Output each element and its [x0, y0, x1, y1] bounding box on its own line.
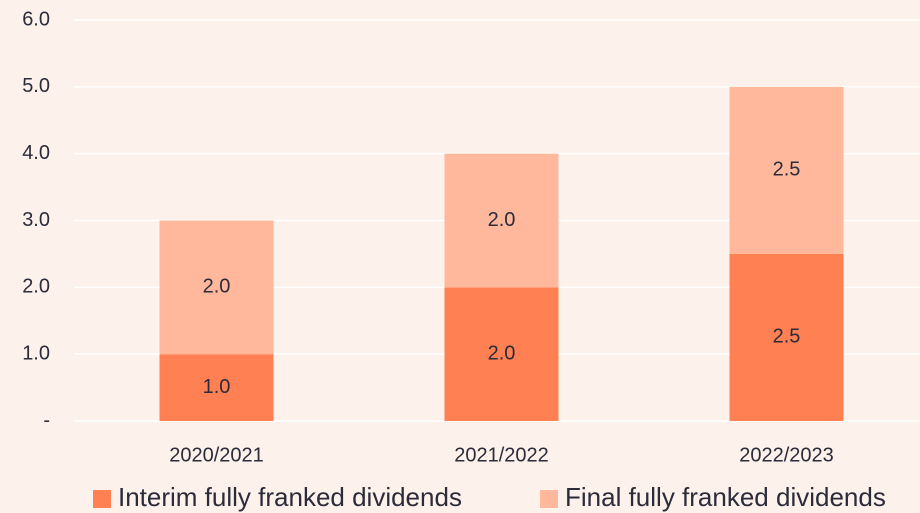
bar-segment: [159, 220, 274, 355]
bar-segment: [159, 354, 274, 421]
value-label: 2.0: [488, 209, 516, 231]
value-label: 2.5: [773, 326, 801, 348]
y-tick-label: 2.0: [22, 276, 50, 298]
value-label: 2.0: [203, 276, 231, 298]
legend-label: Final fully franked dividends: [565, 482, 886, 512]
y-tick-label: 4.0: [22, 142, 50, 164]
legend-swatch: [93, 490, 111, 508]
bar-segment: [729, 253, 844, 421]
y-tick-label: -: [43, 409, 50, 431]
legend-swatch: [540, 490, 558, 508]
bar-segment: [729, 86, 844, 254]
legend-label: Interim fully franked dividends: [118, 482, 462, 512]
value-label: 1.0: [203, 376, 231, 398]
y-tick-label: 1.0: [22, 342, 50, 364]
x-tick-label: 2022/2023: [739, 444, 834, 466]
y-tick-label: 6.0: [22, 8, 50, 30]
y-tick-label: 3.0: [22, 209, 50, 231]
value-label: 2.0: [488, 342, 516, 364]
y-tick-label: 5.0: [22, 75, 50, 97]
x-tick-label: 2020/2021: [169, 444, 264, 466]
value-label: 2.5: [773, 159, 801, 181]
x-tick-label: 2021/2022: [454, 444, 549, 466]
bar-segment: [444, 153, 559, 288]
bar-segment: [444, 287, 559, 421]
